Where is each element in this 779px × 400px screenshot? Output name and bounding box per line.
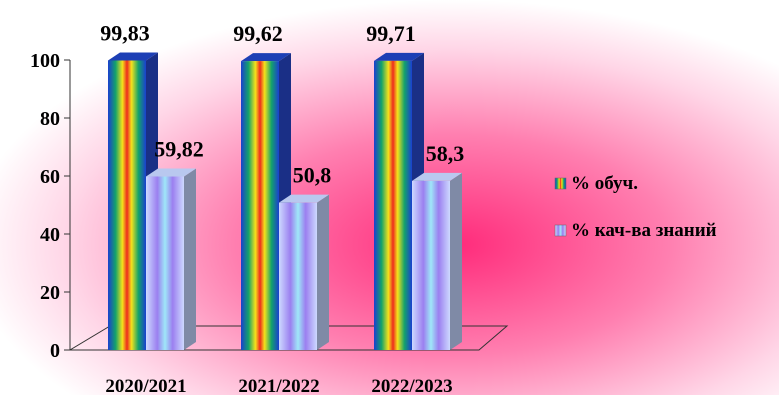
bar-side [450, 172, 462, 350]
bar-front [279, 202, 317, 350]
bars [108, 52, 462, 351]
y-tick-label: 80 [40, 108, 60, 130]
legend-label: % обуч. [571, 173, 638, 194]
bar-top [374, 52, 424, 61]
x-tick-label: 2020/2021 [105, 376, 186, 395]
bar [279, 194, 329, 350]
y-tick-label: 60 [40, 166, 60, 188]
data-label: 50,8 [293, 163, 332, 188]
y-tick-label: 40 [40, 224, 60, 246]
bar-top [279, 194, 329, 203]
data-labels: 99,83 59,82 99,62 50,8 99,71 58,3 [100, 20, 464, 187]
bar-top [412, 172, 462, 181]
bar-top [146, 168, 196, 177]
x-axis: 2020/2021 2021/2022 2022/2023 [105, 376, 452, 397]
data-label: 99,71 [366, 21, 416, 46]
data-label: 59,82 [154, 137, 204, 162]
chart-floor [68, 325, 509, 351]
data-label: 58,3 [426, 141, 465, 166]
y-tick-label: 0 [50, 340, 60, 362]
x-tick-label: 2022/2023 [371, 376, 452, 395]
bar-top [108, 52, 158, 61]
bar [146, 168, 196, 350]
x-tick-label: 2021/2022 [238, 376, 319, 395]
y-tick-label: 20 [40, 282, 60, 304]
bar-side [317, 194, 329, 350]
legend-swatch [554, 224, 567, 237]
legend-label: % кач-ва знаний [571, 220, 717, 241]
bar-side [184, 168, 196, 350]
y-tick-label: 100 [30, 50, 60, 72]
bar-front [146, 176, 184, 350]
legend-item: % обуч. [554, 173, 638, 194]
bar-front [374, 60, 412, 350]
y-axis: 0 20 40 60 80 100 [30, 50, 71, 362]
legend: % обуч. % кач-ва знаний [554, 173, 717, 241]
bar [412, 172, 462, 350]
floor-plane [68, 325, 509, 351]
legend-item: % кач-ва знаний [554, 220, 717, 241]
bar-top [241, 53, 291, 62]
data-label: 99,62 [233, 21, 283, 46]
bar-front [108, 60, 146, 350]
legend-swatch [554, 177, 567, 190]
bar-front [412, 180, 450, 350]
data-label: 99,83 [100, 20, 150, 45]
bar-front [241, 61, 279, 351]
